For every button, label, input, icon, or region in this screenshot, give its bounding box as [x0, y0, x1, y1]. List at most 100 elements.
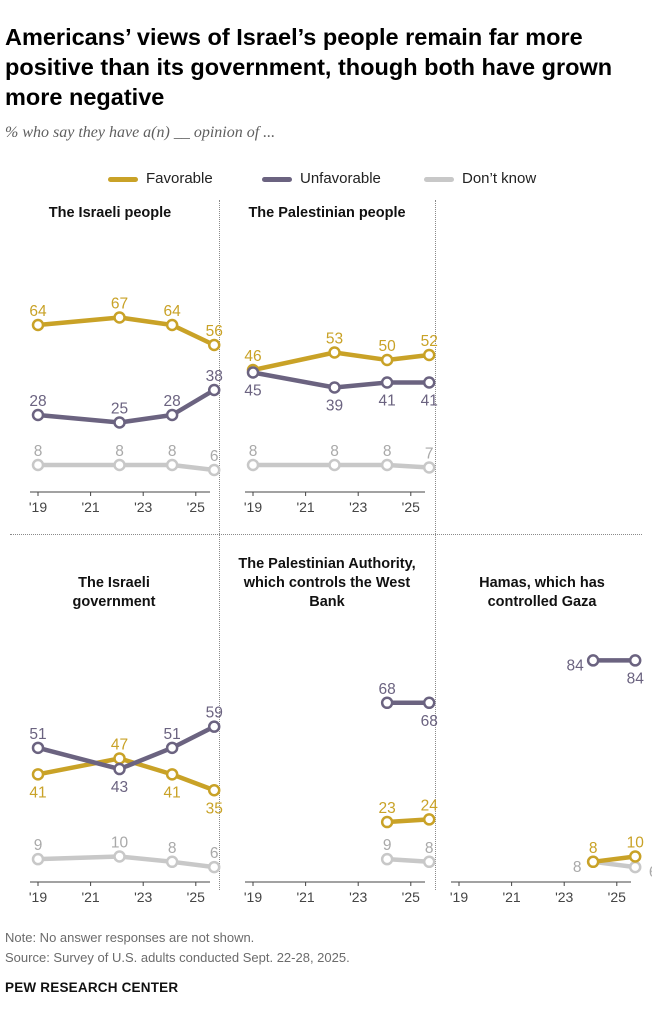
data-label-unfavorable: 84 [567, 657, 585, 674]
data-label-dont-know: 8 [168, 840, 177, 857]
data-point-dont-know [207, 463, 221, 477]
x-tick-label: '19 [244, 499, 262, 515]
data-point-favorable [628, 850, 642, 863]
data-label-dont-know: 6 [649, 864, 652, 881]
data-point-unfavorable [628, 654, 642, 667]
data-label-unfavorable: 25 [111, 401, 128, 418]
data-label-dont-know: 6 [210, 448, 219, 465]
data-point-unfavorable [246, 366, 260, 379]
series-line-dont-know [250, 462, 432, 470]
data-label-dont-know: 8 [383, 443, 392, 460]
x-tick-label: '25 [187, 499, 205, 515]
panel-title-hamas: Hamas, which has controlled Gaza [479, 575, 605, 610]
data-label-favorable: 47 [111, 736, 128, 753]
data-point-dont-know [380, 852, 394, 866]
x-tick-label: '21 [502, 889, 520, 905]
data-label-favorable: 64 [29, 303, 47, 320]
series-line-unfavorable [35, 387, 217, 425]
x-tick-label: '19 [450, 889, 468, 905]
panel-title-palestinian-people: The Palestinian people [248, 205, 406, 221]
legend-swatch-dont-know [424, 177, 454, 182]
data-point-unfavorable [165, 741, 179, 755]
data-label-dont-know: 8 [425, 840, 434, 857]
data-label-dont-know: 6 [210, 845, 219, 862]
data-point-dont-know [422, 855, 436, 869]
data-point-favorable [586, 855, 600, 869]
data-label-unfavorable: 39 [326, 398, 343, 415]
x-tick-label: '21 [81, 889, 99, 905]
series-line-favorable [384, 817, 432, 825]
data-label-favorable: 35 [206, 800, 223, 817]
data-point-unfavorable [31, 741, 45, 755]
x-tick-label: '25 [402, 889, 420, 905]
data-label-favorable: 64 [164, 303, 182, 320]
data-label-favorable: 67 [111, 296, 128, 313]
data-point-dont-know [165, 855, 179, 869]
data-point-favorable [380, 353, 394, 367]
data-point-favorable [380, 815, 394, 829]
data-point-favorable [31, 768, 45, 781]
x-tick-label: '23 [349, 889, 367, 905]
footer-note: Note: No answer responses are not shown. [5, 930, 255, 945]
data-label-unfavorable: 38 [206, 368, 223, 385]
x-tick-label: '19 [29, 889, 47, 905]
x-tick-label: '19 [244, 889, 262, 905]
data-point-dont-know [207, 860, 221, 874]
data-point-dont-know [165, 458, 179, 472]
data-point-dont-know [380, 458, 394, 472]
data-label-dont-know: 10 [111, 835, 129, 852]
panel-divider-vertical [219, 200, 220, 890]
data-label-unfavorable: 41 [421, 393, 438, 410]
data-point-favorable [113, 752, 126, 765]
data-label-favorable: 8 [589, 840, 598, 857]
data-label-unfavorable: 28 [29, 393, 46, 410]
data-point-favorable [328, 346, 341, 359]
data-label-unfavorable: 45 [244, 383, 261, 400]
data-label-unfavorable: 59 [206, 705, 223, 722]
chart-subtitle: % who say they have a(n) __ opinion of .… [5, 124, 276, 141]
data-label-favorable: 52 [421, 333, 438, 350]
data-point-dont-know [422, 461, 436, 474]
data-point-favorable [207, 784, 221, 797]
data-point-dont-know [246, 458, 260, 472]
data-point-favorable [422, 813, 436, 826]
series-line-dont-know [35, 462, 217, 473]
data-point-favorable [207, 338, 221, 352]
data-point-dont-know [113, 850, 126, 863]
data-point-unfavorable [586, 654, 600, 667]
series-line-favorable [250, 350, 432, 373]
data-label-favorable: 46 [244, 348, 261, 365]
series-line-unfavorable [35, 724, 217, 772]
x-tick-label: '25 [402, 499, 420, 515]
data-label-favorable: 41 [164, 784, 181, 801]
x-tick-label: '23 [349, 499, 367, 515]
data-point-unfavorable [113, 416, 126, 429]
data-point-unfavorable [207, 720, 221, 733]
series-line-unfavorable [250, 370, 432, 390]
legend-label-unfavorable: Unfavorable [300, 170, 381, 187]
series-line-dont-know [35, 854, 217, 870]
x-tick-label: '23 [555, 889, 573, 905]
legend-label-favorable: Favorable [146, 170, 213, 187]
legend-swatch-unfavorable [262, 177, 292, 182]
data-point-unfavorable [207, 383, 221, 397]
data-label-unfavorable: 51 [164, 726, 181, 743]
series-line-favorable [590, 854, 638, 865]
data-label-dont-know: 8 [115, 443, 124, 460]
data-point-favorable [422, 348, 436, 362]
legend-swatch-favorable [108, 177, 138, 182]
data-label-unfavorable: 51 [29, 726, 46, 743]
data-label-unfavorable: 84 [627, 670, 645, 687]
series-line-favorable [35, 315, 217, 348]
data-point-dont-know [628, 860, 642, 874]
x-tick-label: '25 [608, 889, 626, 905]
footer-source: Source: Survey of U.S. adults conducted … [5, 950, 350, 965]
x-tick-label: '19 [29, 499, 47, 515]
data-point-unfavorable [380, 696, 394, 710]
x-tick-label: '23 [134, 499, 152, 515]
data-label-dont-know: 9 [34, 837, 43, 854]
data-point-unfavorable [380, 376, 394, 389]
data-label-dont-know: 8 [330, 443, 339, 460]
chart-title: Americans’ views of Israel’s people rema… [5, 24, 613, 110]
